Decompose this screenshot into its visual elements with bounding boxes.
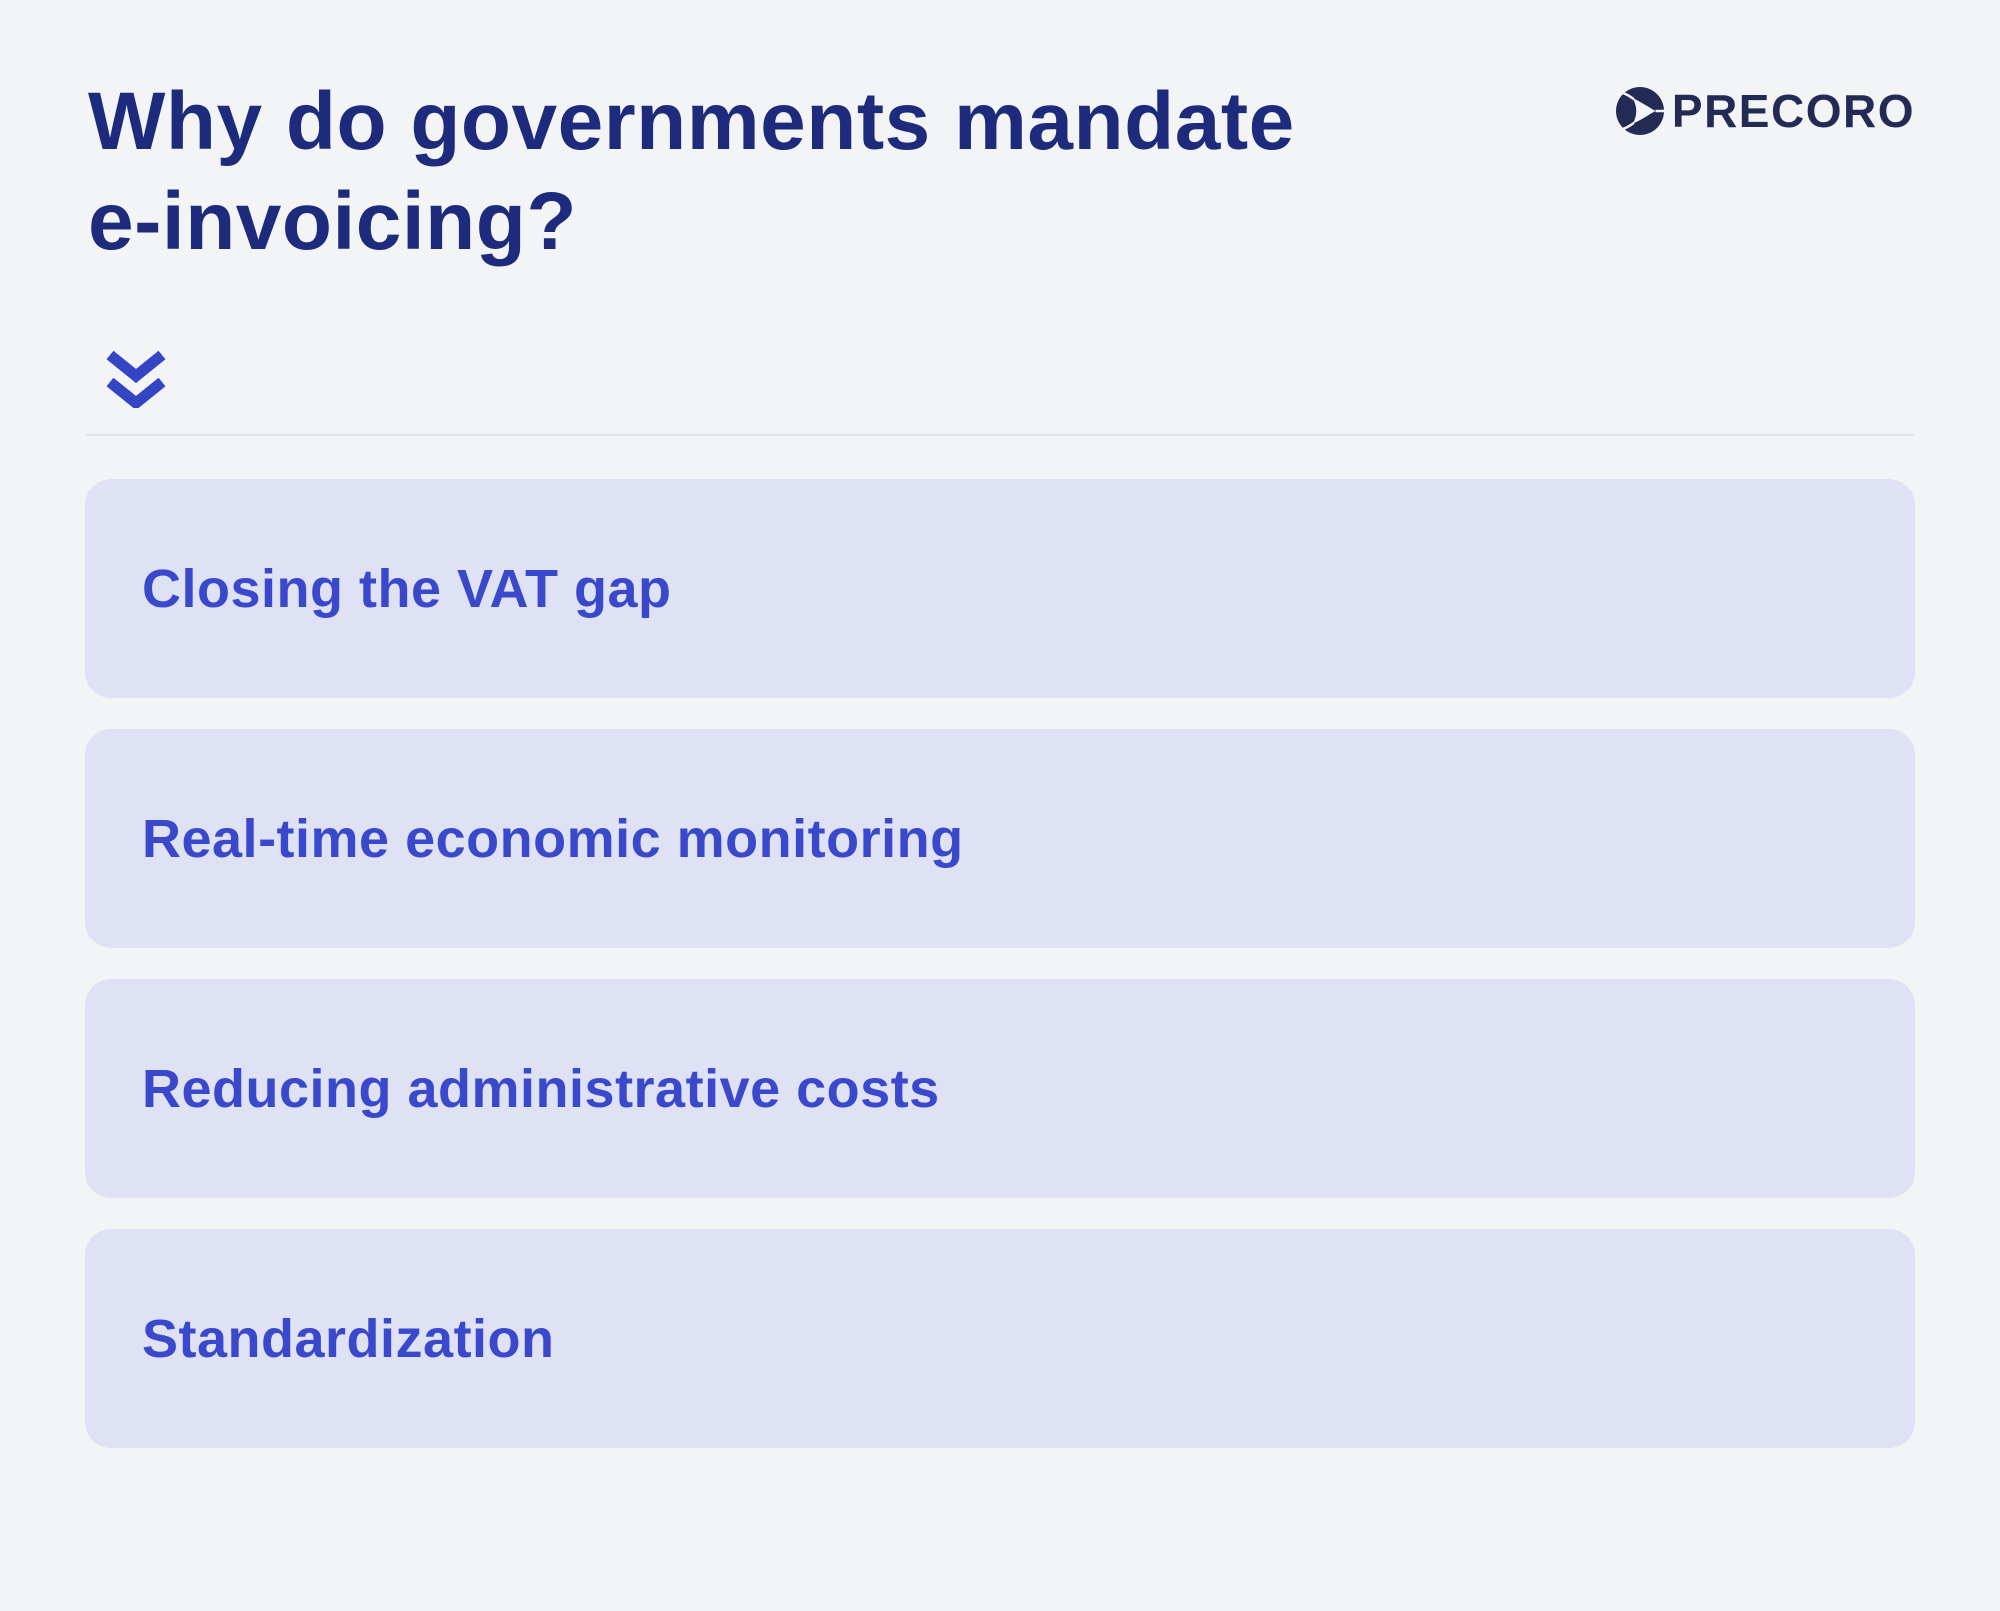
divider	[85, 434, 1915, 436]
page-title: Why do governments mandate e-invoicing?	[85, 72, 1295, 272]
double-chevron-down-icon[interactable]	[105, 350, 167, 408]
page-title-line2: e-invoicing?	[88, 176, 577, 267]
precoro-wordmark: PRECORO	[1671, 85, 1915, 137]
option-label: Closing the VAT gap	[142, 558, 672, 619]
option-card-standardization[interactable]: Standardization	[85, 1229, 1915, 1448]
option-card-real-time-monitoring[interactable]: Real-time economic monitoring	[85, 729, 1915, 948]
option-label: Reducing administrative costs	[142, 1058, 940, 1119]
option-label: Standardization	[142, 1308, 555, 1369]
option-card-closing-vat-gap[interactable]: Closing the VAT gap	[85, 479, 1915, 698]
precoro-circle-mark-icon	[1615, 87, 1664, 135]
option-card-reducing-admin-costs[interactable]: Reducing administrative costs	[85, 979, 1915, 1198]
answer-options: Closing the VAT gap Real-time economic m…	[85, 479, 1915, 1448]
page-title-line1: Why do governments mandate	[88, 76, 1295, 167]
option-label: Real-time economic monitoring	[142, 808, 964, 869]
header: Why do governments mandate e-invoicing? …	[85, 0, 1915, 272]
precoro-logo: PRECORO	[1615, 84, 1915, 138]
